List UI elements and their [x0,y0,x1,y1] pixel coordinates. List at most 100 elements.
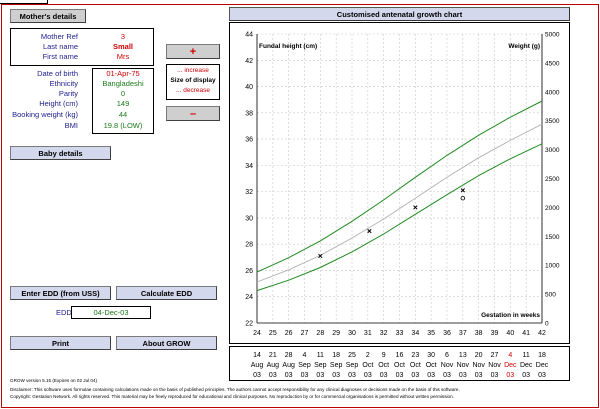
right-tick-label: 4500 [545,60,560,67]
enter-edd-button[interactable]: Enter EDD (from USS) [10,286,111,300]
date-label: 03 [475,372,483,379]
x-tick-label: 26 [285,330,293,337]
mothers-details-button[interactable]: Mother's details [10,9,86,23]
x-tick-label: 35 [427,330,435,337]
x-tick-label: 38 [475,330,483,337]
right-axis-title: Weight (g) [508,43,540,50]
date-label: 03 [364,372,372,379]
x-tick-label: 34 [411,330,419,337]
date-label: 03 [522,372,530,379]
field-label: Ethnicity [49,79,78,88]
measurement-cross [367,228,372,234]
left-tick-label: 30 [245,215,253,222]
date-label: 03 [253,372,261,379]
size-display-box: ... increase Size of display ... decreas… [166,64,220,100]
right-tick-label: 4000 [545,89,560,96]
left-tick-label: 38 [245,110,253,117]
calculate-edd-button[interactable]: Calculate EDD [116,286,217,300]
date-label: 27 [491,352,499,359]
date-label: 03 [459,372,467,379]
date-label: 14 [253,352,261,359]
measurement-cross [318,253,323,259]
date-label: Sep [346,362,359,369]
right-tick-label: 0 [545,321,549,328]
date-label: 03 [348,372,356,379]
field-value: Small [112,42,133,51]
x-axis-title: Gestation in weeks [481,312,540,319]
date-label: 03 [506,372,514,379]
x-tick-label: 40 [506,330,514,337]
disclaimer-text: Disclaimer: This software uses formulae … [10,387,460,392]
x-tick-label: 27 [301,330,309,337]
field-value: 0 [120,89,126,98]
date-label: Aug [251,362,264,369]
date-label: Oct [410,362,421,369]
date-label: Oct [362,362,373,369]
date-label: 13 [459,352,467,359]
identity-box [10,28,154,66]
date-label: 03 [332,372,340,379]
left-tick-label: 26 [245,268,253,275]
date-label: Sep [330,362,343,369]
left-tick-label: 32 [245,189,253,196]
field-label: Height (cm) [39,99,78,108]
date-label: 11 [317,352,324,359]
field-value: 3 [120,32,126,41]
decrease-size-button[interactable]: – [166,106,220,121]
date-label: 03 [269,372,277,379]
measurement-circle [460,196,466,201]
left-tick-label: 28 [245,242,253,249]
right-tick-label: 3500 [545,118,560,125]
date-label: Aug [267,362,280,369]
date-label: Nov [441,362,454,369]
date-label: Dec [520,362,533,369]
right-tick-label: 5000 [545,32,560,39]
x-tick-label: 41 [522,330,530,337]
date-label: Aug [282,362,295,369]
app-frame [1,4,599,408]
date-label: 16 [396,352,404,359]
increase-size-button[interactable]: + [166,44,220,59]
left-tick-label: 42 [245,58,253,65]
date-label: 21 [269,352,277,359]
baby-details-button[interactable]: Baby details [10,146,111,160]
date-label: 4 [303,352,307,359]
date-label: 2 [366,352,370,359]
field-label: Parity [58,89,78,98]
field-value: 149 [116,99,130,108]
right-tick-label: 2500 [545,176,560,183]
edd-field[interactable]: 04-Dec-03 [71,306,151,319]
date-label: Dec [504,362,517,369]
right-tick-label: 1500 [545,234,560,241]
date-label: Dec [536,362,549,369]
date-label: Oct [394,362,405,369]
date-label: Oct [426,362,437,369]
copyright-text: Copyright: Gestation Network. All rights… [10,394,454,399]
date-label: Nov [488,362,501,369]
edd-label: EDD [56,308,72,317]
left-tick-label: 36 [245,137,253,144]
date-label: 20 [475,352,483,359]
right-tick-label: 2000 [545,205,560,212]
size-increase-text: ... increase [177,67,209,74]
date-label: 6 [445,352,449,359]
version-text: GROW version 5.15 (Expires on 02 Jul 04) [10,378,98,383]
field-value: 19.8 (LOW) [103,121,143,130]
field-label: BMI [64,121,78,130]
about-grow-button[interactable]: About GROW [116,336,217,350]
date-axis-panel: 14 Aug 03 21 Aug 03 28 Aug 03 4 Sep 03 11 Sep 03 18 Sep 0… [229,346,570,381]
x-tick-label: 28 [316,330,324,337]
x-tick-label: 24 [253,330,261,337]
field-value: Mrs [116,52,130,61]
left-tick-label: 44 [245,32,253,39]
details-box [92,68,154,134]
top-left-tick [0,0,48,4]
x-tick-label: 25 [269,330,277,337]
date-label: 03 [396,372,404,379]
print-button[interactable]: Print [10,336,111,350]
x-tick-label: 29 [332,330,340,337]
date-label: 03 [316,372,324,379]
right-tick-label: 3000 [545,147,560,154]
field-value: 44 [118,110,128,119]
left-tick-label: 40 [245,84,253,91]
